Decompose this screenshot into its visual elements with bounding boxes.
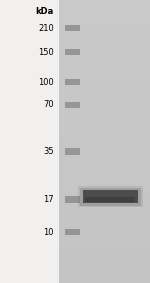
- Bar: [65, 49, 80, 55]
- Text: 100: 100: [38, 78, 54, 87]
- Text: 150: 150: [38, 48, 54, 57]
- Text: 70: 70: [43, 100, 54, 109]
- Text: 35: 35: [43, 147, 54, 156]
- Text: 210: 210: [38, 24, 54, 33]
- Text: 10: 10: [44, 228, 54, 237]
- Bar: [65, 25, 80, 31]
- Bar: [65, 196, 80, 203]
- Bar: [65, 79, 80, 85]
- Bar: [78, 186, 142, 207]
- Bar: [65, 148, 80, 155]
- Text: kDa: kDa: [36, 7, 54, 16]
- Bar: [80, 188, 141, 205]
- Bar: [82, 190, 138, 203]
- Bar: [65, 229, 80, 235]
- Bar: [0, 0, 58, 283]
- Bar: [65, 102, 80, 108]
- Bar: [85, 197, 135, 202]
- Text: 17: 17: [43, 195, 54, 204]
